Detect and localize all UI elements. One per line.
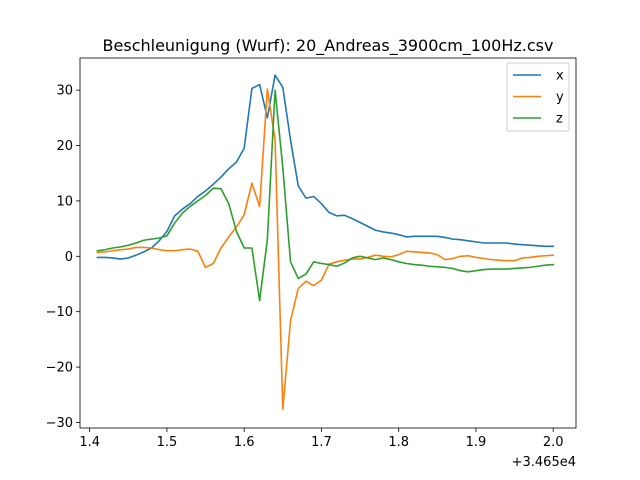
legend-label-y: y xyxy=(556,90,564,105)
legend-label-x: x xyxy=(556,69,564,84)
x-tick-label: 1.9 xyxy=(466,435,487,450)
x-tick-label: 1.8 xyxy=(388,435,409,450)
y-tick-label: −20 xyxy=(46,361,73,376)
series-layer xyxy=(96,74,555,410)
chart-title: Beschleunigung (Wurf): 20_Andreas_3900cm… xyxy=(103,36,554,56)
y-axis: −30 −20 −10 0 10 20 30 xyxy=(46,84,80,431)
legend-items: xyz xyxy=(513,69,564,127)
x-tick-label: 1.4 xyxy=(79,435,100,450)
series-line-x xyxy=(96,74,555,260)
x-tick-label: 1.6 xyxy=(234,435,255,450)
series-line-y xyxy=(96,88,555,410)
y-tick-label: −30 xyxy=(46,416,73,431)
x-offset-label: +3.465e4 xyxy=(512,455,576,470)
series-line-z xyxy=(96,89,555,302)
y-tick-label: 20 xyxy=(56,139,73,154)
x-tick-label: 2.0 xyxy=(543,435,564,450)
y-tick-label: 10 xyxy=(56,194,73,209)
y-tick-label: 30 xyxy=(56,84,73,99)
y-tick-label: 0 xyxy=(65,250,73,265)
x-tick-label: 1.5 xyxy=(157,435,178,450)
x-axis: 1.4 1.5 1.6 1.7 1.8 1.9 2.0 xyxy=(79,428,564,450)
legend: xyz xyxy=(506,62,570,132)
x-tick-label: 1.7 xyxy=(311,435,332,450)
legend-label-z: z xyxy=(556,112,563,127)
plot-area xyxy=(79,57,577,429)
y-tick-label: −10 xyxy=(46,305,73,320)
axes-frame xyxy=(79,57,577,429)
